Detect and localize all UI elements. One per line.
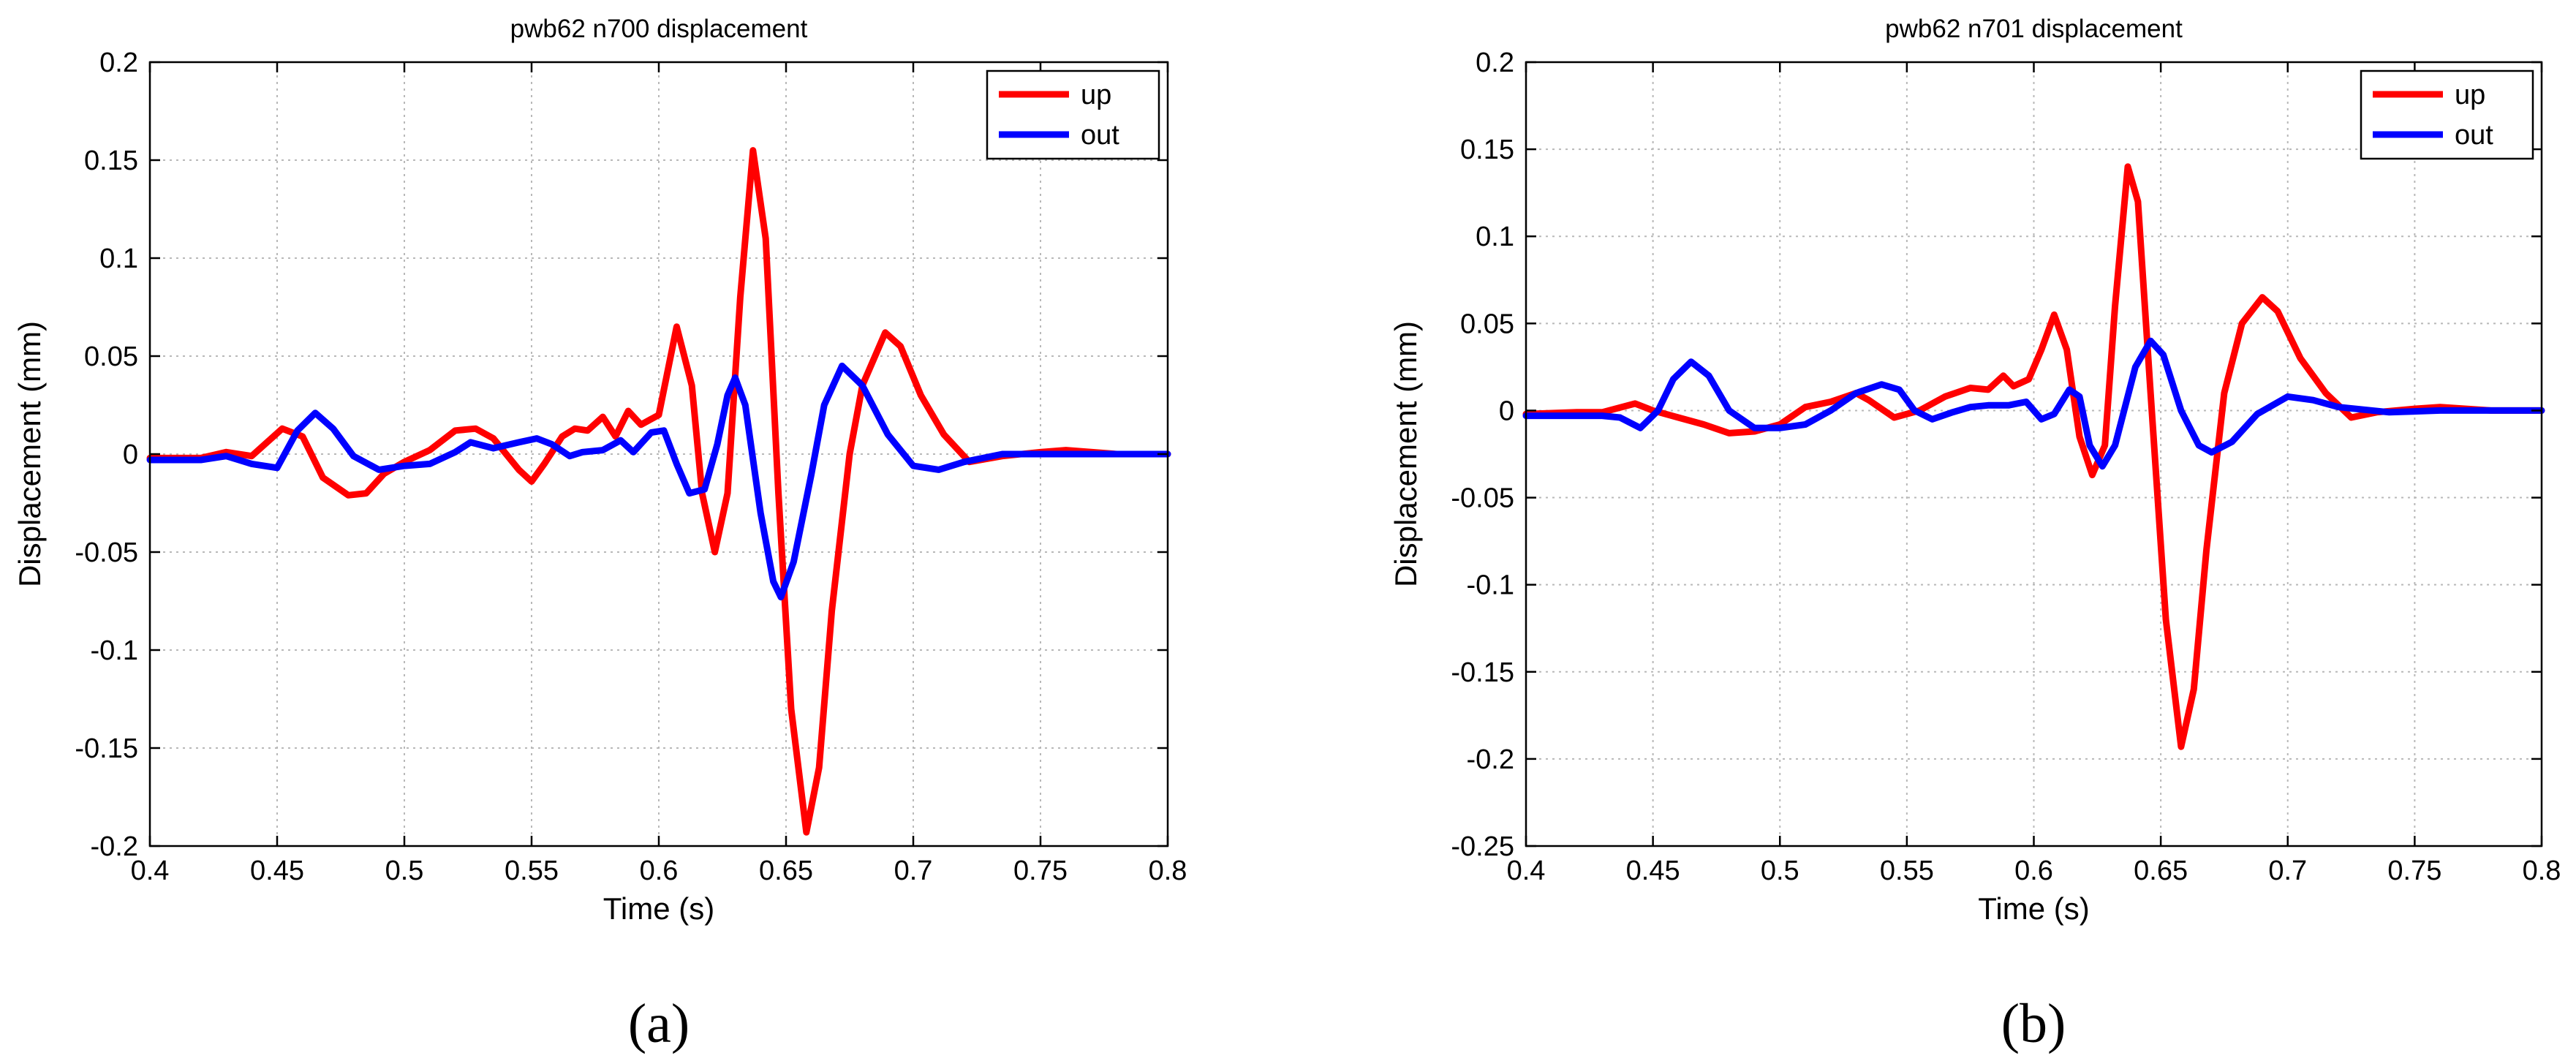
chart-title: pwb62 n700 displacement [510, 15, 808, 43]
legend-label-out: out [2455, 120, 2493, 151]
y-tick-label: 0.2 [1476, 48, 1514, 78]
x-tick-label: 0.55 [505, 856, 559, 886]
x-tick-label: 0.4 [131, 856, 170, 886]
x-tick-label: 0.75 [1013, 856, 1068, 886]
y-tick-label: 0.2 [99, 48, 138, 78]
y-tick-label: -0.2 [1467, 744, 1514, 775]
x-tick-label: 0.5 [1761, 856, 1799, 886]
y-tick-label: 0.1 [1476, 222, 1514, 252]
x-tick-label: 0.8 [2523, 856, 2561, 886]
x-tick-label: 0.65 [759, 856, 813, 886]
panel-label: (a) [628, 993, 690, 1054]
x-axis-label: Time (s) [1978, 891, 2089, 926]
y-axis-label: Displacement (mm) [1389, 321, 1423, 587]
y-tick-label: 0.05 [84, 341, 138, 372]
x-tick-label: 0.5 [385, 856, 424, 886]
y-tick-label: 0.15 [84, 146, 138, 176]
y-tick-label: -0.15 [75, 733, 138, 764]
legend-label-up: up [1081, 80, 1111, 110]
series-line-up [146, 147, 1171, 836]
chart-title: pwb62 n701 displacement [1885, 15, 2183, 43]
y-tick-label: 0.05 [1460, 309, 1514, 339]
y-tick-label: 0 [123, 439, 138, 470]
y-tick-label: -0.1 [1467, 570, 1514, 601]
x-tick-label: 0.7 [894, 856, 933, 886]
y-tick-label: 0 [1499, 396, 1514, 426]
chart-panel-2: 0.4 0.45 0.5 0.55 0.6 0.65 0.7 0.75 0.8 -0.25 -0.2… [1389, 15, 2561, 1054]
panel-label: (b) [2001, 993, 2066, 1054]
legend-box [986, 69, 1160, 160]
x-tick-label: 0.45 [250, 856, 304, 886]
x-tick-label: 0.75 [2387, 856, 2441, 886]
x-tick-label: 0.6 [2014, 856, 2053, 886]
series-line-out [1522, 337, 2545, 470]
y-tick-label: -0.15 [1451, 657, 1514, 688]
legend-box [2360, 69, 2534, 160]
y-tick-label: 0.15 [1460, 135, 1514, 165]
y-tick-label: 0.1 [99, 243, 138, 274]
legend: up out [2360, 69, 2534, 160]
x-tick-label: 0.6 [640, 856, 679, 886]
x-tick-label: 0.7 [2268, 856, 2307, 886]
legend: up out [986, 69, 1160, 160]
legend-label-out: out [1081, 120, 1119, 151]
x-axis-label: Time (s) [603, 891, 714, 926]
x-tick-label: 0.55 [1880, 856, 1934, 886]
x-tick-label: 0.65 [2134, 856, 2188, 886]
chart-panel-1: 0.4 0.45 0.5 0.55 0.6 0.65 0.7 0.75 0.8 -0.2 -0.15… [12, 15, 1187, 1054]
y-tick-label: -0.25 [1451, 831, 1514, 862]
series-line-up [1522, 163, 2545, 750]
y-tick-label: -0.1 [91, 635, 138, 666]
y-tick-label: -0.05 [1451, 483, 1514, 514]
x-tick-label: 0.45 [1626, 856, 1680, 886]
y-tick-label: -0.2 [91, 831, 138, 862]
legend-label-up: up [2455, 80, 2485, 110]
y-axis-label: Displacement (mm) [12, 321, 47, 587]
x-tick-label: 0.4 [1507, 856, 1546, 886]
x-tick-label: 0.8 [1149, 856, 1187, 886]
series-line-out [146, 362, 1171, 601]
y-tick-label: -0.05 [75, 537, 138, 568]
